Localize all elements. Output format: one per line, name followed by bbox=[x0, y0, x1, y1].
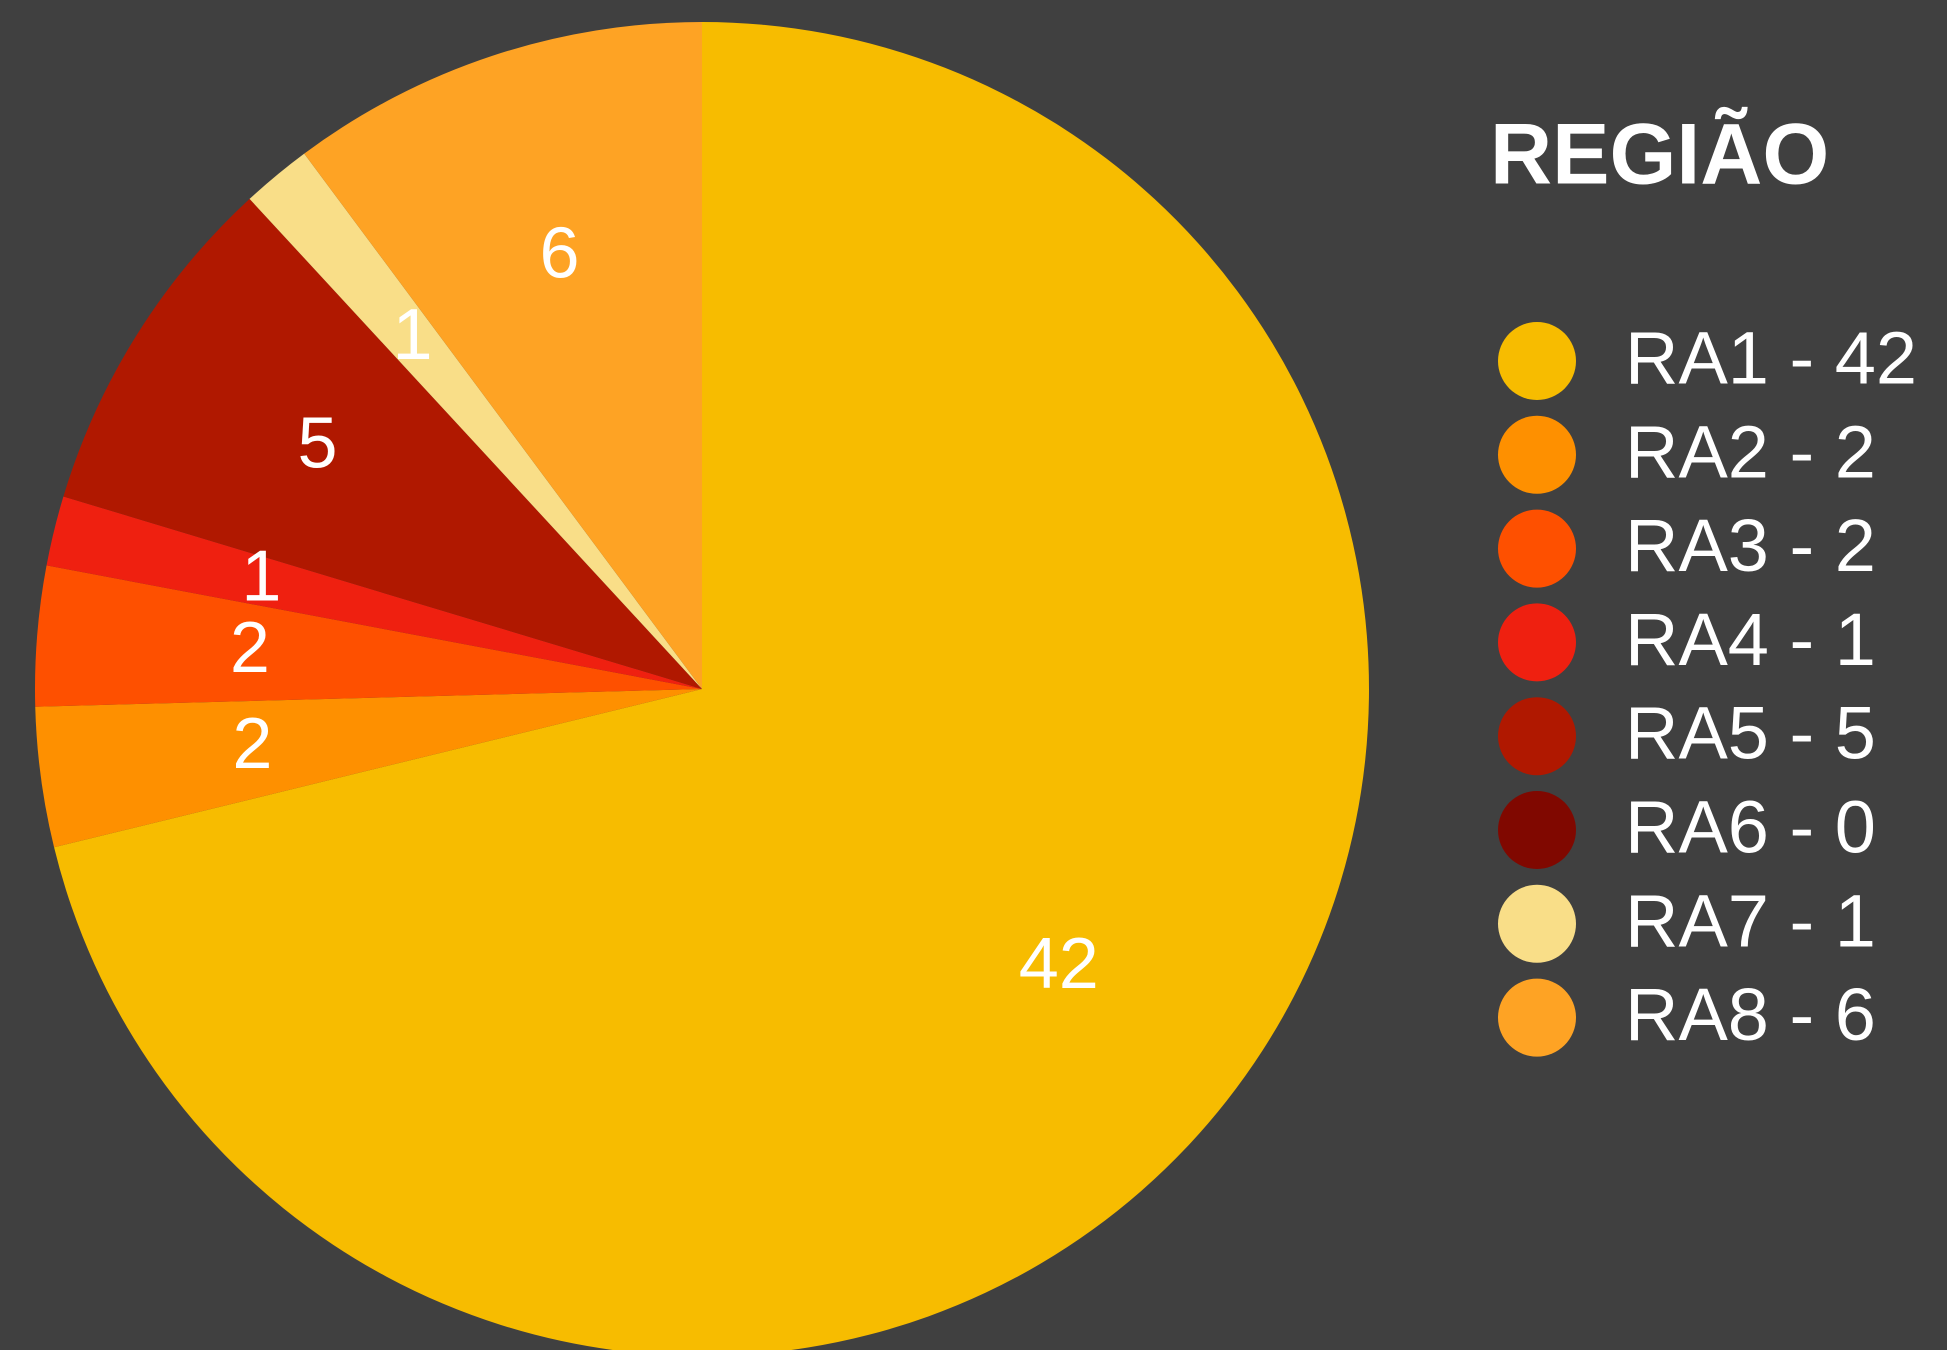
pie-slice bbox=[35, 689, 702, 848]
pie-slice bbox=[46, 496, 703, 689]
legend-swatch bbox=[1498, 603, 1576, 682]
slice-label: 2 bbox=[232, 704, 272, 784]
legend-swatch bbox=[1498, 322, 1576, 400]
legend-swatch bbox=[1498, 978, 1576, 1057]
legend-swatch bbox=[1498, 884, 1576, 963]
slice-label: 42 bbox=[1019, 924, 1099, 1004]
legend-label: RA1 - 42 bbox=[1625, 317, 1917, 400]
legend-title: REGIÃO bbox=[1490, 107, 1829, 203]
slice-label: 1 bbox=[392, 295, 432, 375]
pie-slice bbox=[35, 565, 702, 707]
legend-swatch bbox=[1498, 415, 1576, 494]
pie-slice bbox=[54, 22, 1369, 1350]
legend-swatch bbox=[1498, 791, 1576, 869]
pie-slice bbox=[249, 153, 702, 690]
legend-swatch bbox=[1498, 697, 1576, 776]
slice-label: 6 bbox=[540, 213, 580, 293]
legend-label: RA2 - 2 bbox=[1625, 410, 1876, 493]
slice-label: 1 bbox=[241, 536, 281, 616]
legend-label: RA8 - 6 bbox=[1625, 973, 1876, 1056]
legend-label: RA5 - 5 bbox=[1625, 692, 1876, 775]
pie-slice bbox=[304, 22, 702, 689]
legend-label: RA6 - 0 bbox=[1625, 786, 1876, 869]
legend-label: RA7 - 1 bbox=[1625, 879, 1876, 962]
slice-label: 5 bbox=[297, 403, 337, 483]
legend-label: RA4 - 1 bbox=[1625, 598, 1876, 681]
slice-label: 2 bbox=[230, 608, 270, 688]
pie-slice bbox=[63, 198, 703, 689]
legend-swatch bbox=[1498, 509, 1576, 588]
legend-label: RA3 - 2 bbox=[1625, 504, 1876, 587]
